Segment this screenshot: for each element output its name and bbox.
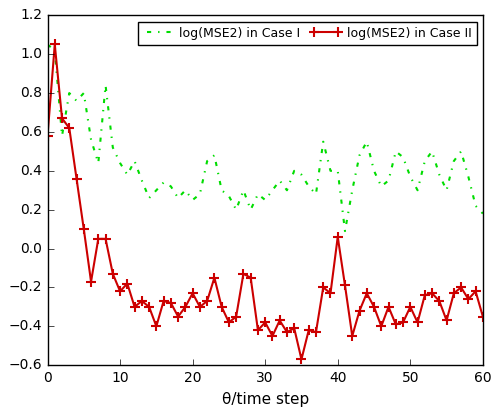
log(MSE2) in Case I: [146, 195, 152, 200]
log(MSE2) in Case I: [276, 178, 282, 183]
log(MSE2) in Case II: [204, 298, 210, 303]
log(MSE2) in Case I: [342, 229, 348, 234]
log(MSE2) in Case II: [139, 298, 145, 303]
log(MSE2) in Case I: [480, 211, 486, 216]
log(MSE2) in Case II: [320, 285, 326, 290]
Legend: log(MSE2) in Case I, log(MSE2) in Case II: log(MSE2) in Case I, log(MSE2) in Case I…: [138, 22, 476, 44]
Line: log(MSE2) in Case I: log(MSE2) in Case I: [48, 44, 483, 231]
log(MSE2) in Case I: [132, 159, 138, 164]
Line: log(MSE2) in Case II: log(MSE2) in Case II: [42, 39, 488, 364]
log(MSE2) in Case I: [197, 192, 203, 197]
log(MSE2) in Case II: [298, 357, 304, 362]
log(MSE2) in Case II: [436, 298, 442, 303]
log(MSE2) in Case II: [154, 324, 160, 329]
log(MSE2) in Case II: [480, 314, 486, 319]
log(MSE2) in Case II: [284, 330, 290, 334]
log(MSE2) in Case II: [52, 42, 58, 47]
log(MSE2) in Case I: [306, 184, 312, 189]
log(MSE2) in Case II: [44, 133, 51, 138]
X-axis label: θ/time step: θ/time step: [222, 392, 309, 407]
log(MSE2) in Case I: [429, 149, 435, 154]
log(MSE2) in Case I: [44, 42, 51, 47]
